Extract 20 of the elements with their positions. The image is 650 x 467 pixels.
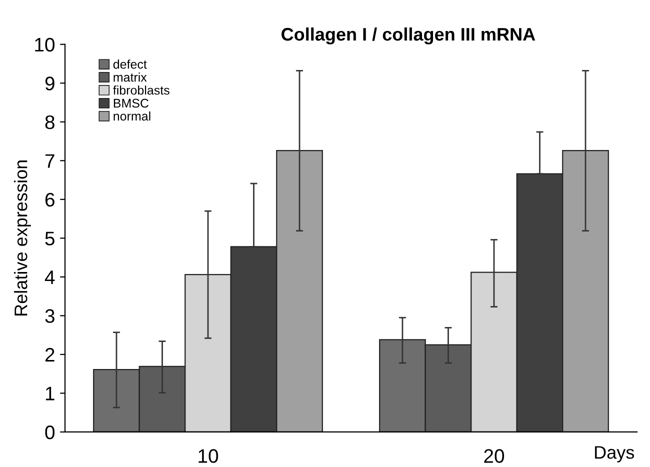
legend-label: matrix [114, 72, 147, 82]
y-tick-label: 2 [45, 348, 54, 362]
x-axis-title: Days [595, 446, 634, 462]
y-tick-label: 8 [45, 115, 54, 130]
y-tick-label: 7 [45, 154, 54, 168]
legend-label: defect [113, 60, 147, 69]
y-tick-label: 1 [46, 386, 54, 400]
y-tick-label: 0 [45, 425, 55, 440]
legend-label: BMSC [114, 98, 149, 108]
y-tick-label: 9 [45, 76, 54, 90]
y-tick-label: 4 [44, 270, 55, 284]
y-tick-label: 6 [45, 192, 54, 207]
y-tick-label: 3 [45, 309, 54, 323]
chart-title: Collagen I / collagen III mRNA [282, 27, 536, 44]
legend-label: normal [114, 111, 150, 121]
y-tick-label: 5 [45, 232, 54, 246]
y-axis-title: Relative expression [14, 160, 31, 316]
legend-label: fibroblasts [113, 85, 170, 95]
y-tick-label: 10 [35, 38, 55, 52]
x-tick-label: 20 [484, 449, 504, 463]
